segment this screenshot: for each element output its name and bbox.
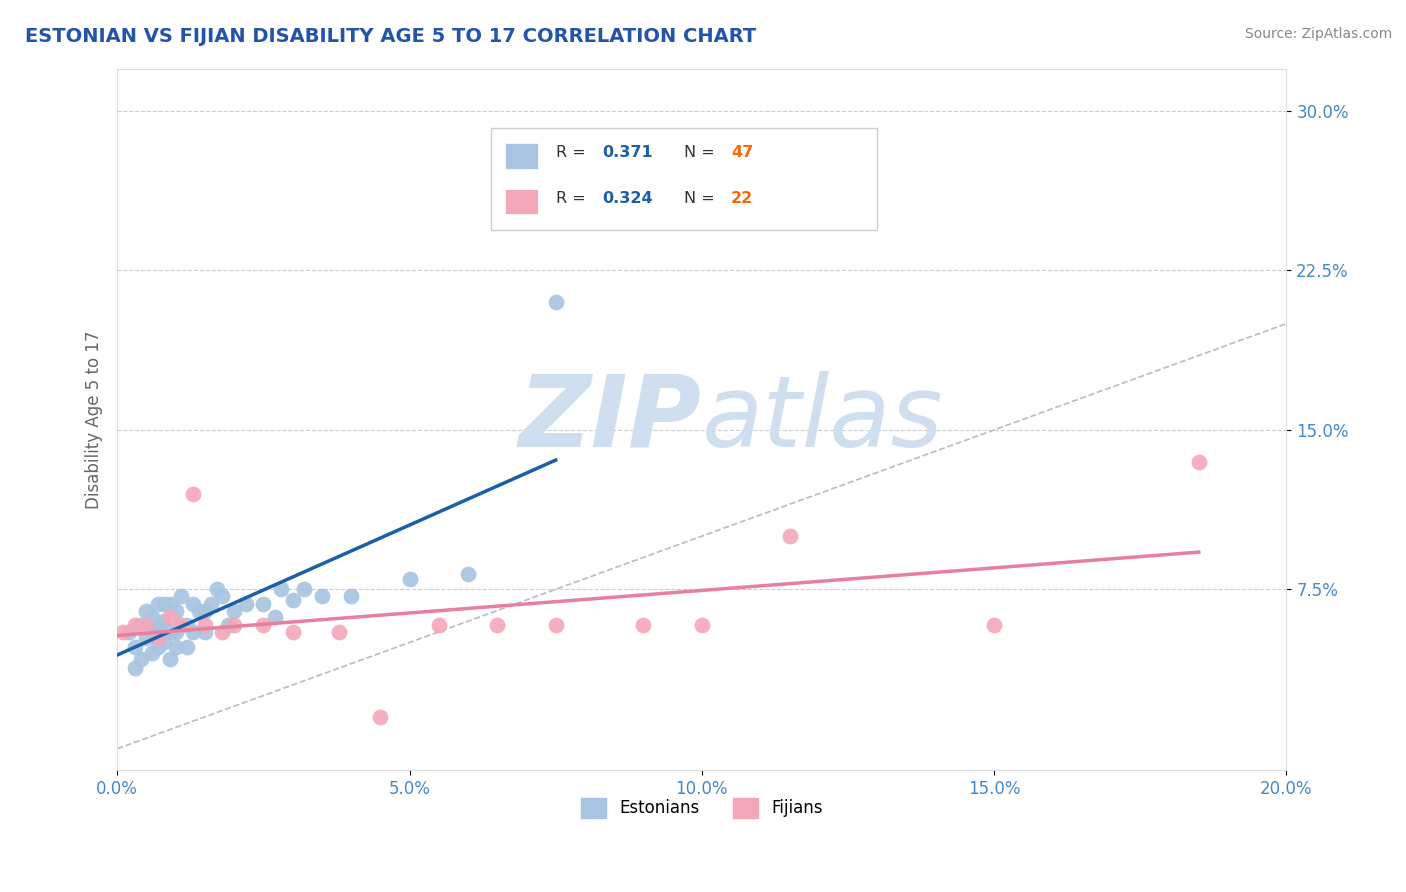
Point [176,640,198,654]
Point [398,572,420,586]
Point [159,597,181,611]
Point [281,593,304,607]
Text: R =: R = [555,191,591,206]
Point [135,618,157,632]
Text: Source: ZipAtlas.com: Source: ZipAtlas.com [1244,27,1392,41]
Point [146,631,169,645]
Point [368,710,391,724]
Point [141,610,163,624]
Point [159,652,181,666]
Point [129,652,152,666]
Point [188,603,211,617]
Point [224,618,246,632]
Point [153,635,176,649]
Point [194,624,217,639]
Point [181,597,204,611]
Point [457,567,479,582]
Legend: Estonians, Fijians: Estonians, Fijians [574,791,830,825]
Point [235,597,257,611]
Point [153,597,176,611]
Text: N =: N = [685,191,720,206]
Point [124,661,146,675]
Point [170,589,193,603]
FancyBboxPatch shape [505,189,538,214]
Point [170,618,193,632]
Point [170,618,193,632]
Point [217,618,239,632]
Point [129,618,152,632]
Text: atlas: atlas [702,371,943,467]
Point [181,486,204,500]
Point [211,589,233,603]
Point [252,597,274,611]
Y-axis label: Disability Age 5 to 17: Disability Age 5 to 17 [86,330,103,508]
Point [264,610,287,624]
Point [141,646,163,660]
Text: ZIP: ZIP [519,371,702,467]
Point [544,295,567,310]
Point [270,582,292,597]
Text: N =: N = [685,145,720,161]
Point [292,582,315,597]
Point [146,597,169,611]
Text: 22: 22 [731,191,754,206]
Point [486,618,509,632]
FancyBboxPatch shape [505,144,538,169]
Point [159,610,181,624]
Point [153,614,176,628]
Point [340,589,363,603]
Point [159,624,181,639]
Point [135,631,157,645]
Point [544,618,567,632]
Text: 0.324: 0.324 [602,191,652,206]
Point [983,618,1005,632]
Point [112,624,135,639]
FancyBboxPatch shape [491,128,877,230]
Text: 47: 47 [731,145,754,161]
Point [194,618,217,632]
Point [141,624,163,639]
Point [165,603,187,617]
Point [1188,455,1211,469]
Point [690,618,713,632]
Point [281,624,304,639]
Point [124,640,146,654]
Point [779,529,801,543]
Point [135,603,157,617]
Point [224,603,246,617]
Point [328,624,350,639]
Point [427,618,450,632]
Point [311,589,333,603]
Text: ESTONIAN VS FIJIAN DISABILITY AGE 5 TO 17 CORRELATION CHART: ESTONIAN VS FIJIAN DISABILITY AGE 5 TO 1… [25,27,756,45]
Point [252,618,274,632]
Point [165,640,187,654]
Text: 0.371: 0.371 [602,145,652,161]
Point [633,618,655,632]
Point [146,618,169,632]
Text: R =: R = [555,145,591,161]
Point [118,624,141,639]
Point [165,624,187,639]
Point [124,618,146,632]
Point [194,603,217,617]
Point [146,640,169,654]
Point [211,624,233,639]
Point [176,618,198,632]
Point [200,597,222,611]
Point [205,582,228,597]
Point [181,624,204,639]
